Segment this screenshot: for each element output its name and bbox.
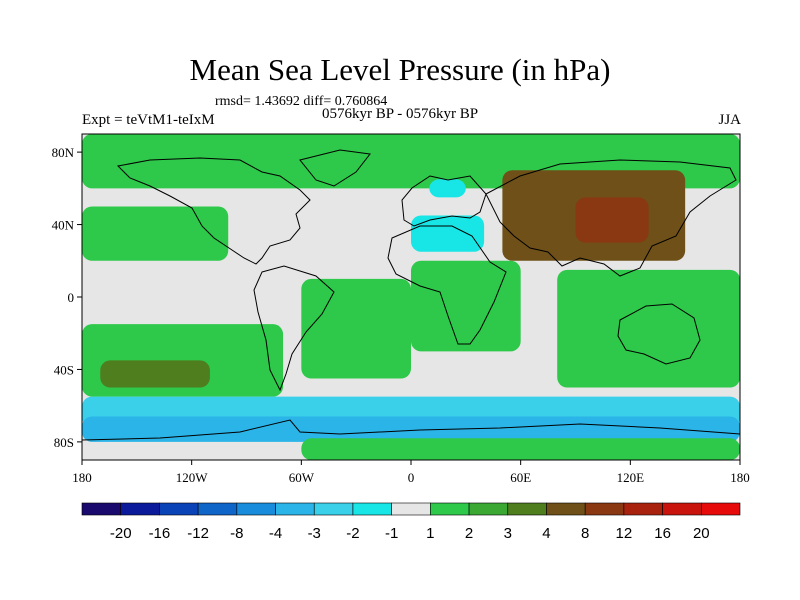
region-antarctic-interior <box>301 438 740 460</box>
lat-tick-label: 40S <box>54 362 74 377</box>
lon-tick-label: 180 <box>730 470 750 485</box>
lon-tick-label: 180 <box>72 470 92 485</box>
map-field-layer <box>82 134 740 460</box>
colorbar-label: -1 <box>385 525 398 542</box>
region-indian-ocean <box>411 260 521 352</box>
greenland-outline <box>299 149 371 187</box>
colorbar-label: 4 <box>542 525 550 542</box>
south-america-outline <box>253 265 335 392</box>
region-mediterranean-low <box>411 215 485 252</box>
colorbar-swatch <box>430 502 470 516</box>
africa-outline <box>387 225 507 345</box>
colorbar-label: 2 <box>465 525 473 542</box>
colorbar-swatch <box>352 502 392 516</box>
colorbar-swatch <box>662 502 702 516</box>
colorbar-swatch <box>81 502 122 516</box>
colorbar-label: 3 <box>504 525 512 542</box>
colorbar-label: -4 <box>269 525 282 542</box>
colorbar-swatch <box>120 502 160 516</box>
experiment-label: Expt = teVtM1-teIxM <box>82 112 215 128</box>
lat-tick-label: 40N <box>52 218 75 233</box>
colorbar-label: -3 <box>308 525 321 542</box>
antarctica-outline <box>81 419 741 441</box>
colorbar-swatch <box>197 502 238 516</box>
lon-tick-label: 60E <box>510 470 531 485</box>
map-title: Mean Sea Level Pressure (in hPa) <box>189 52 611 87</box>
colorbar-label: -20 <box>110 525 132 542</box>
season-label: JJA <box>718 112 741 128</box>
colorbar-swatch <box>623 502 663 516</box>
asia-outline <box>485 159 737 277</box>
region-north-pacific-high <box>82 206 229 261</box>
australia-outline <box>617 303 701 365</box>
lat-tick-label: 80N <box>52 145 75 160</box>
north-america-outline <box>116 157 311 265</box>
region-south-pacific-core <box>100 360 210 388</box>
colorbar-swatch <box>275 502 315 516</box>
colorbar-swatch <box>313 502 354 516</box>
region-australia-region <box>557 269 740 388</box>
colorbar-swatch <box>584 502 625 516</box>
colorbar-swatch <box>700 502 741 516</box>
colorbar-label: 16 <box>654 525 671 542</box>
colorbar: -20 -16 -12 -8 -4 -3 -2 -1 1 2 3 4 8 12 16 20 <box>81 502 741 542</box>
region-scandinavia-low <box>429 179 466 198</box>
colorbar-label: -12 <box>187 525 209 542</box>
colorbar-label: -16 <box>149 525 171 542</box>
colorbar-swatch <box>468 502 509 516</box>
lat-tick-label: 80S <box>54 435 74 450</box>
region-antarctic-coast <box>82 416 740 442</box>
lon-tick-label: 120W <box>176 470 209 485</box>
period-label: 0576kyr BP - 0576kyr BP <box>322 106 479 122</box>
colorbar-swatch <box>159 502 199 516</box>
lat-tick-label: 0 <box>68 290 75 305</box>
lon-tick-label: 60W <box>289 470 315 485</box>
lon-tick-label: 120E <box>617 470 645 485</box>
colorbar-label: 12 <box>616 525 633 542</box>
colorbar-label: 1 <box>426 525 434 542</box>
axis-layer: 180 120W 60W 0 60E 120E 180 80N 40N 0 40S 80S <box>52 145 750 485</box>
colorbar-swatch <box>236 502 276 516</box>
stats-text: rmsd= 1.43692 diff= 0.760864 <box>215 94 388 109</box>
coastline-layer <box>81 149 741 441</box>
region-south-atlantic <box>301 278 411 379</box>
lon-tick-label: 0 <box>408 470 415 485</box>
region-asia-core <box>575 197 649 243</box>
colorbar-label: -2 <box>346 525 359 542</box>
colorbar-swatch <box>546 502 586 516</box>
colorbar-swatch <box>391 502 431 516</box>
colorbar-label: 8 <box>581 525 589 542</box>
colorbar-label: -8 <box>230 525 243 542</box>
colorbar-label: 20 <box>693 525 710 542</box>
colorbar-swatch <box>507 502 547 516</box>
